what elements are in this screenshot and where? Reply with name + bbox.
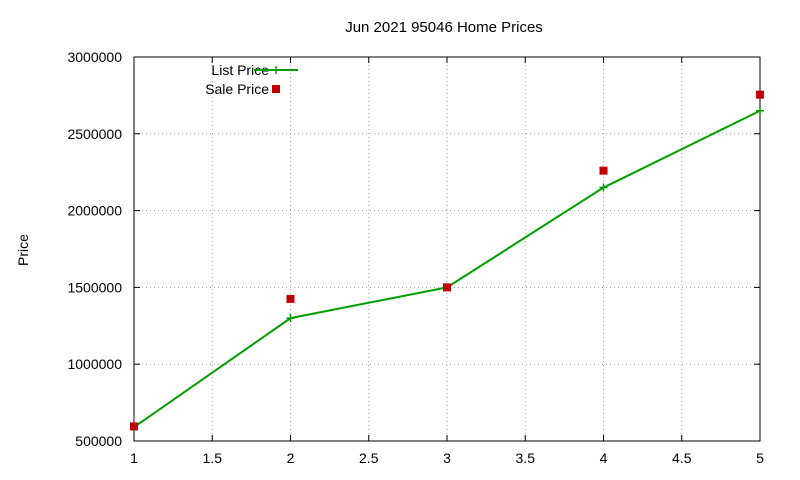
data-point (286, 314, 295, 323)
y-tick-label: 3000000 (67, 49, 122, 65)
y-tick-label: 2500000 (67, 126, 122, 142)
legend-marker (272, 66, 280, 74)
y-tick-label: 1500000 (67, 279, 122, 295)
legend-label: Sale Price (205, 81, 269, 97)
y-tick-label: 1000000 (67, 356, 122, 372)
x-tick-label: 1 (130, 450, 138, 466)
legend-marker (272, 85, 280, 93)
data-point (286, 294, 295, 303)
data-point (599, 183, 608, 192)
x-tick-label: 2.5 (359, 450, 379, 466)
data-point (599, 166, 608, 175)
series-list-price (130, 106, 764, 432)
x-tick-label: 3.5 (516, 450, 536, 466)
chart-title: Jun 2021 95046 Home Prices (345, 19, 543, 36)
data-point (756, 90, 764, 99)
y-tick-label: 500000 (75, 433, 122, 449)
axis-ticks: 1 1.5 2 2.5 3 3.5 4 4.5 5 500000 1000000 1500000 200… (67, 49, 764, 466)
x-tick-label: 4.5 (672, 450, 692, 466)
legend-item: Sale Price (205, 81, 280, 97)
series-line (133, 109, 761, 428)
legend-item: List Price (211, 62, 298, 78)
x-tick-label: 3 (443, 450, 451, 466)
y-axis-label: Price (15, 234, 31, 266)
legend-label: List Price (211, 62, 269, 78)
x-tick-label: 4 (600, 450, 608, 466)
x-tick-label: 2 (287, 450, 295, 466)
data-point (756, 106, 764, 115)
x-tick-label: 1.5 (203, 450, 223, 466)
y-tick-label: 2000000 (67, 203, 122, 219)
data-point (130, 422, 138, 431)
grid (134, 57, 760, 441)
data-point (443, 283, 451, 292)
x-tick-label: 5 (756, 450, 764, 466)
legend: List Price Sale Price (205, 62, 298, 97)
series-sale-price (130, 90, 764, 431)
series (130, 90, 764, 432)
